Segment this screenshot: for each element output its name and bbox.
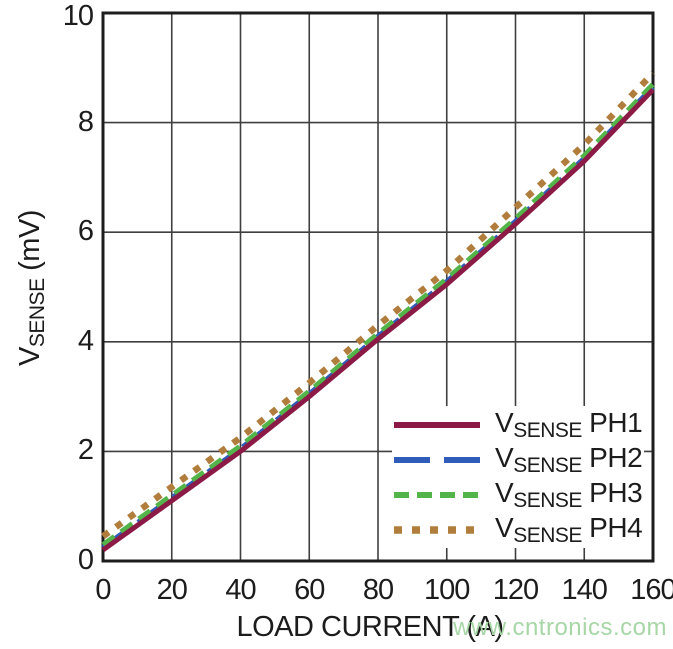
x-tick-label: 80 (362, 574, 394, 606)
legend-label-subscript: SENSE (513, 418, 582, 442)
x-tick-label: 60 (294, 574, 325, 606)
legend-label-prefix: V (495, 441, 514, 473)
legend-label-prefix: V (495, 406, 514, 438)
x-tick-label: 160 (630, 574, 673, 606)
legend-swatch-ph3 (394, 491, 480, 498)
legend-swatch-ph2 (394, 456, 480, 463)
legend-label-suffix: PH4 (581, 511, 643, 543)
legend-label: VSENSE PH3 (495, 476, 643, 513)
x-tick-label: 0 (95, 574, 111, 606)
y-tick-label: 0 (77, 543, 94, 576)
watermark: www.cntronics.com (453, 614, 667, 641)
legend-label: VSENSE PH4 (495, 511, 643, 548)
series-line-ph4 (101, 71, 656, 539)
y-tick-label: 6 (77, 215, 94, 248)
legend-row: VSENSE PH2 (392, 441, 644, 478)
legend-label-subscript: SENSE (513, 488, 582, 512)
y-axis-title-subscript: SENSE (26, 278, 49, 348)
legend-label-prefix: V (495, 476, 514, 508)
y-axis-title: VSENSE (mV) (14, 210, 50, 366)
legend-row: VSENSE PH1 (392, 406, 644, 443)
y-tick-label: 2 (77, 434, 94, 467)
legend-label: VSENSE PH1 (495, 406, 643, 443)
legend-label: VSENSE PH2 (495, 441, 643, 478)
legend-row: VSENSE PH3 (392, 476, 644, 513)
y-tick-label: 10 (62, 0, 94, 32)
x-tick-label: 20 (156, 574, 188, 606)
x-axis-title: LOAD CURRENT (A) (236, 611, 505, 643)
legend-label-suffix: PH2 (581, 441, 643, 473)
legend-row: VSENSE PH4 (392, 511, 644, 548)
legend-label-subscript: SENSE (513, 523, 582, 547)
y-tick-label: 8 (77, 105, 94, 138)
legend: VSENSE PH1 VSENSE PH2 VSENSE PH3 VSENSE PH4 (392, 406, 644, 548)
series-line-ph3 (101, 82, 655, 547)
legend-label-suffix: PH1 (581, 406, 643, 438)
y-axis-title-suffix: (mV) (14, 210, 46, 279)
y-tick-label: 4 (77, 324, 94, 357)
x-tick-label: 100 (424, 574, 470, 606)
x-tick-label: 120 (492, 574, 539, 606)
y-axis-title-prefix: V (14, 347, 46, 366)
x-tick-label: 140 (561, 574, 608, 606)
legend-swatch-ph4 (394, 525, 480, 534)
series-line-ph1 (101, 87, 655, 553)
legend-label-prefix: V (495, 511, 514, 543)
legend-swatch-ph1 (394, 421, 480, 428)
legend-label-suffix: PH3 (581, 476, 643, 508)
plot-border (101, 11, 655, 563)
x-tick-label: 40 (225, 574, 256, 606)
legend-label-subscript: SENSE (513, 453, 582, 477)
